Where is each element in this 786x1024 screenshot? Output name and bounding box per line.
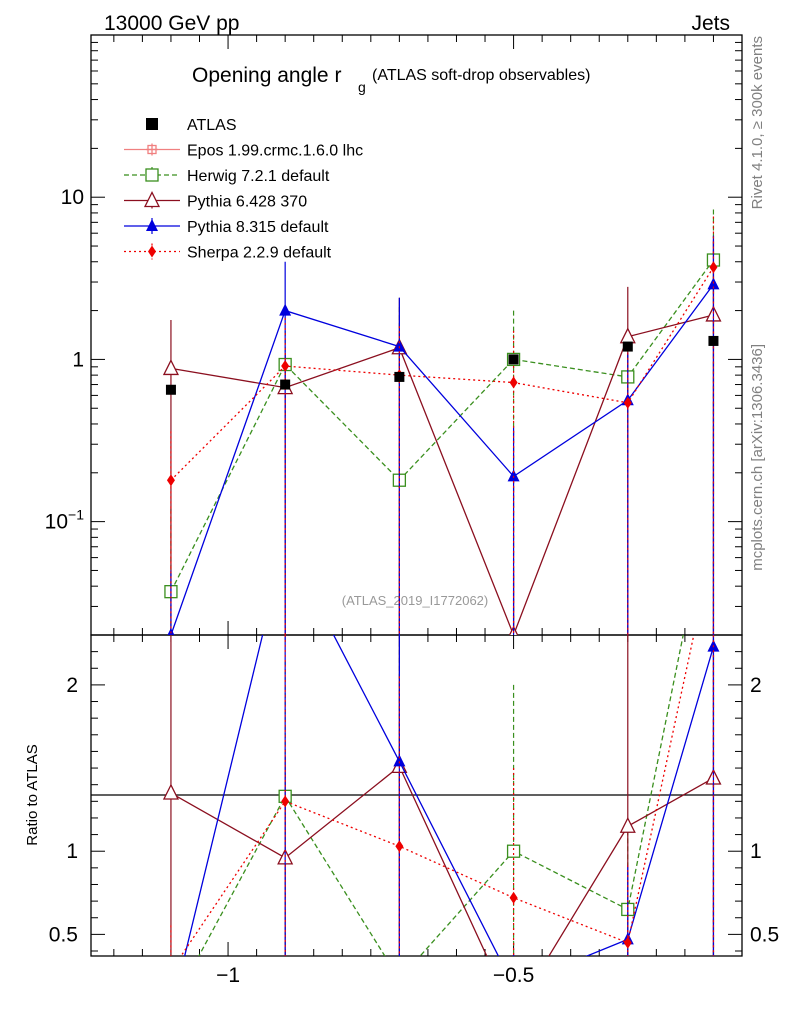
legend-marker bbox=[146, 219, 158, 231]
atlas-data-point bbox=[280, 379, 291, 390]
series-1-line bbox=[170, 259, 714, 592]
legend-item: Sherpa 2.2.9 default bbox=[124, 243, 332, 262]
x-tick-label: −0.5 bbox=[493, 964, 534, 987]
atlas-data-point bbox=[394, 371, 405, 382]
series-4-ratio-line bbox=[180, 635, 695, 956]
side-label-top: Rivet 4.1.0, ≥ 300k events bbox=[749, 36, 766, 209]
main-plot-area bbox=[162, 209, 722, 635]
atlas-data-point bbox=[622, 341, 633, 352]
series-3-point bbox=[279, 303, 292, 316]
title-main: Opening angle r bbox=[192, 64, 341, 87]
series-1-ratio-point bbox=[165, 1002, 177, 1014]
y-tick-base: 10 bbox=[45, 511, 68, 534]
title-suffix: (ATLAS soft-drop observables) bbox=[372, 67, 590, 84]
legend-marker bbox=[148, 245, 156, 258]
series-3-ratio-line bbox=[183, 635, 715, 956]
series-1-ratio-point bbox=[393, 973, 405, 985]
series-3-ratio-point bbox=[393, 754, 406, 767]
legend-item: Pythia 6.428 370 bbox=[124, 191, 307, 211]
series-2-line bbox=[170, 314, 714, 635]
series-4-point bbox=[281, 360, 290, 373]
legend-item: Epos 1.99.crmc.1.6.0 lhc bbox=[124, 143, 363, 160]
ratio-y-tick-label: 1 bbox=[66, 840, 78, 863]
legend-marker bbox=[145, 168, 159, 182]
axis-ticks bbox=[91, 35, 742, 956]
series-3-point bbox=[507, 469, 520, 482]
y-tick-exponent: −1 bbox=[68, 507, 84, 523]
y-tick-label: 10−1 bbox=[45, 507, 85, 534]
legend-item: Pythia 8.315 default bbox=[124, 218, 329, 236]
series-4-ratio-point bbox=[509, 891, 518, 904]
y-tick-label: 10 bbox=[61, 186, 84, 209]
ratio-plot-area bbox=[162, 635, 722, 1020]
title-subscript: g bbox=[358, 79, 366, 95]
series-4-ratio-point bbox=[623, 936, 632, 949]
series-3-point bbox=[393, 339, 406, 352]
series-2-ratio-line bbox=[170, 765, 714, 956]
ratio-y-tick-label: 2 bbox=[66, 674, 78, 697]
series-2-ratio-point bbox=[507, 1006, 521, 1020]
ratio-y-tick-label-right: 1 bbox=[750, 840, 762, 863]
series-2-ratio-point bbox=[619, 816, 636, 833]
atlas-data-point bbox=[708, 335, 719, 346]
legend-label: Pythia 6.428 370 bbox=[187, 194, 307, 211]
ratio-y-tick-label-right: 2 bbox=[750, 674, 762, 697]
series-4-point bbox=[509, 376, 518, 389]
series-3-ratio-point bbox=[165, 1006, 177, 1018]
series-1-ratio-point bbox=[506, 844, 521, 858]
legend-label: ATLAS bbox=[187, 117, 237, 134]
legend-label: Herwig 7.2.1 default bbox=[187, 168, 330, 185]
ratio-y-tick-label: 0.5 bbox=[49, 923, 78, 946]
series-2-ratio-point bbox=[162, 783, 179, 800]
legend-label: Sherpa 2.2.9 default bbox=[187, 245, 332, 262]
series-4-point bbox=[709, 261, 718, 274]
atlas-data-point bbox=[508, 354, 519, 365]
y-tick-label: 1 bbox=[72, 348, 84, 371]
series-4-ratio-point bbox=[281, 795, 290, 808]
x-tick-label: −1 bbox=[216, 964, 240, 987]
ratio-y-tick-label-right: 0.5 bbox=[750, 923, 779, 946]
legend-marker bbox=[146, 118, 158, 130]
legend-marker bbox=[143, 191, 161, 208]
series-1-ratio-line bbox=[198, 635, 684, 956]
legend: ATLAS Epos 1.99.crmc.1.6.0 lhc Herwig 7.2.… bbox=[124, 117, 363, 262]
series-3-line bbox=[170, 284, 714, 635]
analysis-watermark: (ATLAS_2019_I1772062) bbox=[342, 593, 488, 608]
legend-label: Epos 1.99.crmc.1.6.0 lhc bbox=[187, 143, 363, 160]
legend-marker bbox=[146, 143, 158, 156]
series-4-point bbox=[166, 474, 175, 487]
header-right: Jets bbox=[691, 12, 730, 35]
legend-label: Pythia 8.315 default bbox=[187, 219, 329, 236]
series-2-point bbox=[162, 358, 179, 376]
ratio-ylabel: Ratio to ATLAS bbox=[24, 744, 41, 845]
atlas-data-point bbox=[165, 384, 176, 395]
series-4-ratio-point bbox=[395, 840, 404, 853]
header-left: 13000 GeV pp bbox=[104, 12, 239, 35]
plot-title: Opening angle r bbox=[192, 64, 341, 87]
legend-item: ATLAS bbox=[146, 117, 237, 134]
series-4-ratio-point bbox=[167, 965, 175, 977]
series-4-point bbox=[623, 396, 632, 409]
side-label-bottom: mcplots.cern.ch [arXiv:1306.3436] bbox=[749, 344, 766, 571]
legend-item: Herwig 7.2.1 default bbox=[124, 167, 330, 185]
